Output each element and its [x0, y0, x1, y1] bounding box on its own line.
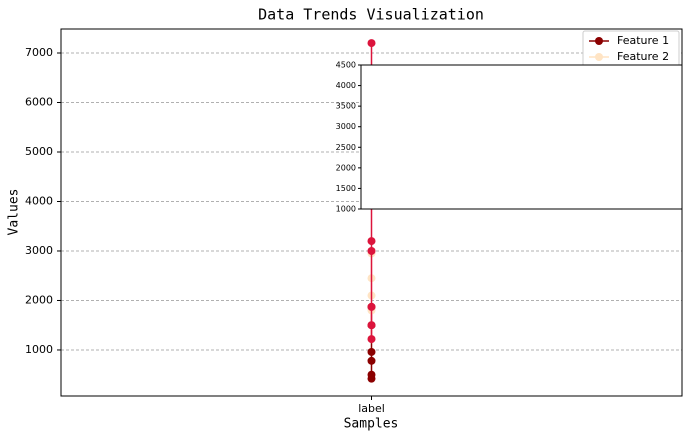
- data-point: [367, 246, 376, 255]
- inset-y-tick-label: 4500: [336, 61, 356, 70]
- inset-y-tick-label: 2000: [336, 163, 356, 172]
- y-tick-label: 5000: [25, 145, 53, 158]
- data-point: [367, 347, 376, 356]
- data-point: [367, 302, 376, 311]
- data-point: [367, 237, 376, 246]
- y-axis-label: Values: [7, 189, 22, 236]
- legend-label: Feature 2: [617, 50, 669, 63]
- y-tick-label: 4000: [25, 194, 53, 207]
- inset-y-tick-label: 3000: [336, 122, 356, 131]
- inset-y-tick-label: 3500: [336, 102, 356, 111]
- data-point: [367, 335, 376, 344]
- data-point: [367, 356, 376, 365]
- inset-y-tick-label: 1000: [336, 205, 356, 214]
- legend-label: Feature 1: [617, 34, 669, 47]
- y-tick-label: 7000: [25, 46, 53, 59]
- y-tick-label: 3000: [25, 244, 53, 257]
- inset-y-tick-label: 4000: [336, 81, 356, 90]
- chart-title: Data Trends Visualization: [258, 6, 484, 24]
- legend-marker: [595, 53, 603, 61]
- inset-y-tick-label: 2500: [336, 143, 356, 152]
- data-point: [367, 39, 376, 48]
- y-tick-label: 2000: [25, 293, 53, 306]
- inset-frame: [360, 64, 683, 210]
- inset-y-tick-label: 1500: [336, 184, 356, 193]
- legend-marker: [595, 37, 603, 45]
- x-tick-label: label: [358, 402, 385, 415]
- y-tick-label: 1000: [25, 343, 53, 356]
- data-point: [367, 370, 376, 379]
- y-tick-label: 6000: [25, 95, 53, 108]
- data-point: [367, 321, 376, 330]
- plot-frame: [60, 28, 683, 397]
- x-axis-label: Samples: [344, 417, 399, 432]
